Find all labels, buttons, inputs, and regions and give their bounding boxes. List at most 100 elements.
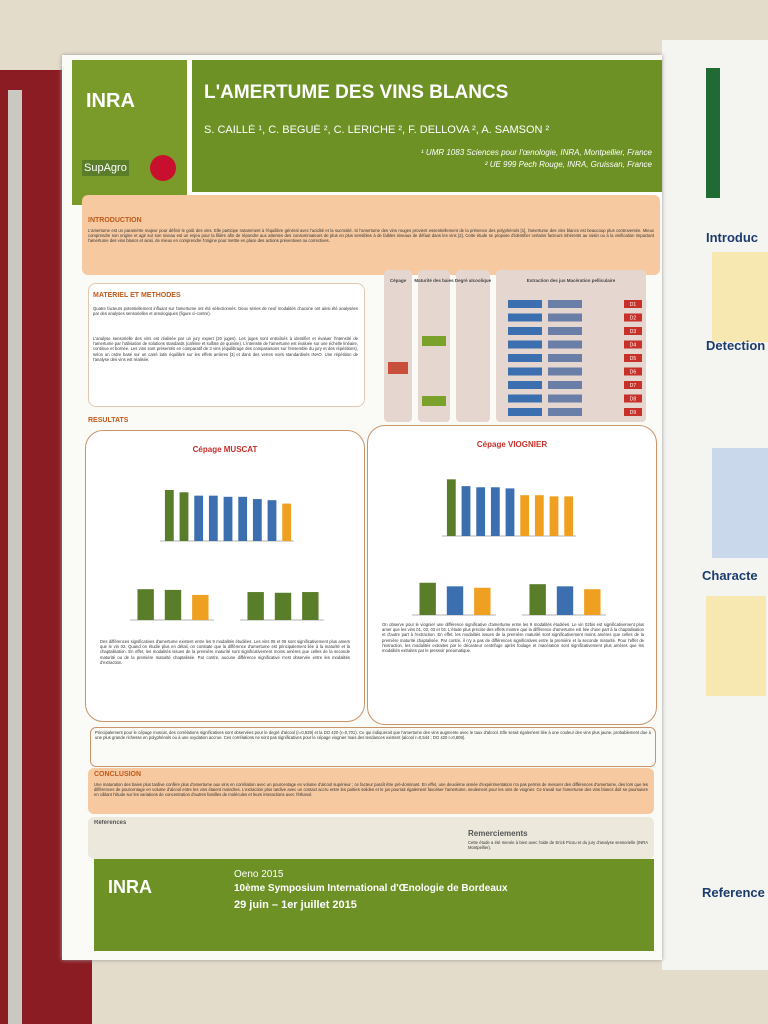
diagram-box bbox=[548, 327, 582, 335]
bar bbox=[534, 495, 544, 536]
diagram-box bbox=[548, 381, 582, 389]
section-heading: CONCLUSION bbox=[94, 771, 142, 778]
section-heading: INTRODUCTION bbox=[88, 217, 142, 224]
bar bbox=[446, 586, 464, 615]
diagram-output-label: D2 bbox=[630, 316, 637, 322]
diagram-column bbox=[456, 270, 490, 422]
bar bbox=[238, 496, 248, 541]
door-glass bbox=[8, 90, 22, 1024]
conclusion-box: CONCLUSION Une maturation des baies plus… bbox=[88, 768, 654, 814]
diagram-box bbox=[508, 313, 542, 322]
diagram-output bbox=[624, 313, 642, 322]
methods-text: L'analyse sensorielle des vins est réali… bbox=[93, 336, 358, 362]
methods-box: MATÉRIEL ET MÉTHODES Quatre facteurs pot… bbox=[88, 283, 365, 407]
diagram-output bbox=[624, 381, 642, 389]
diagram-node bbox=[422, 396, 446, 406]
bar-chart bbox=[412, 582, 496, 616]
diagram-box bbox=[548, 300, 582, 308]
bar bbox=[208, 495, 218, 541]
diagram-box bbox=[548, 408, 582, 416]
thanks-heading: Remerciements bbox=[468, 829, 528, 838]
logo-panel: INRA SupAgro bbox=[72, 60, 187, 205]
bar bbox=[520, 495, 530, 536]
section-heading: MATÉRIEL ET MÉTHODES bbox=[93, 292, 181, 299]
diagram-column bbox=[384, 270, 412, 422]
footer: INRA Oeno 2015 10ème Symposium Internati… bbox=[94, 859, 654, 951]
diagram: Cépage Maturité des baies Degré alcoolique… bbox=[384, 270, 652, 422]
side-heading: Detection bbox=[706, 338, 766, 353]
muscat-panel: Cépage MUSCAT Des différences significati… bbox=[85, 430, 365, 722]
references-heading: Références bbox=[94, 820, 127, 826]
diagram-output-label: D3 bbox=[630, 329, 637, 335]
logo: INRA bbox=[86, 90, 135, 112]
diagram-output bbox=[624, 354, 642, 362]
diagram-box bbox=[548, 313, 582, 322]
bar bbox=[282, 503, 292, 541]
side-heading: Characte bbox=[702, 568, 758, 583]
intro-box: INTRODUCTION L'amertume est un paramètre… bbox=[82, 195, 660, 275]
diagram-column-label: Degré alcoolique bbox=[455, 278, 492, 283]
diagram-box bbox=[508, 327, 542, 335]
diagram-box bbox=[508, 354, 542, 362]
section-heading: RÉSULTATS bbox=[88, 417, 129, 424]
bar bbox=[556, 586, 574, 615]
diagram-box bbox=[548, 394, 582, 403]
bar bbox=[194, 495, 204, 541]
affiliation: ¹ UMR 1083 Sciences pour l'œnologie, INR… bbox=[421, 148, 652, 157]
diagram-output bbox=[624, 327, 642, 335]
diagram-output bbox=[624, 300, 642, 308]
bar bbox=[223, 496, 233, 541]
bar-chart bbox=[522, 584, 606, 616]
bar bbox=[192, 594, 209, 620]
bar bbox=[179, 492, 189, 541]
bar-chart bbox=[130, 589, 214, 621]
side-box bbox=[712, 448, 768, 558]
authors: S. CAILLÉ ¹, C. BEGUÉ ², C. LERICHE ², F… bbox=[204, 124, 550, 136]
diagram-box bbox=[508, 394, 542, 403]
diagram-output bbox=[624, 367, 642, 376]
bar-chart bbox=[160, 490, 294, 542]
correlation-text: Principalement pour le cépage muscat, de… bbox=[90, 727, 656, 767]
bar bbox=[505, 488, 515, 536]
bar bbox=[164, 589, 182, 620]
diagram-svg: Cépage Maturité des baies Degré alcoolique… bbox=[384, 270, 646, 422]
poster: INRA SupAgro L'AMERTUME DES VINS BLANCS … bbox=[62, 55, 662, 960]
methods-text: Quatre facteurs potentiellement influant… bbox=[93, 306, 358, 317]
diagram-box bbox=[548, 340, 582, 349]
bar bbox=[274, 592, 292, 620]
diagram-output-label: D9 bbox=[630, 410, 637, 416]
side-box bbox=[712, 252, 768, 342]
dates: 29 juin – 1er juillet 2015 bbox=[234, 899, 357, 911]
conclusion-text: Une maturation des baies plus tardive co… bbox=[94, 782, 648, 798]
logo: SupAgro bbox=[82, 160, 129, 176]
side-box bbox=[706, 596, 766, 696]
bar bbox=[549, 496, 559, 536]
bar bbox=[419, 582, 436, 615]
footer-logo: INRA bbox=[108, 877, 152, 897]
thanks-text: Cette étude a été menée à bien avec l'ai… bbox=[468, 840, 648, 851]
bar bbox=[490, 487, 500, 536]
panel-title: Cépage MUSCAT bbox=[192, 445, 258, 454]
panel-title: Cépage VIOGNIER bbox=[476, 440, 548, 449]
side-heading: Introduc bbox=[706, 230, 758, 245]
diagram-box bbox=[548, 367, 582, 376]
bar bbox=[252, 499, 262, 541]
header: INRA SupAgro L'AMERTUME DES VINS BLANCS … bbox=[72, 60, 662, 205]
diagram-output bbox=[624, 340, 642, 349]
title: L'AMERTUME DES VINS BLANCS bbox=[204, 82, 509, 103]
diagram-output-label: D5 bbox=[630, 356, 637, 362]
panel-text: Des différences significatives d'amertum… bbox=[100, 639, 350, 665]
bar bbox=[137, 589, 154, 620]
diagram-box bbox=[508, 408, 542, 416]
diagram-box bbox=[508, 340, 542, 349]
diagram-output-label: D7 bbox=[630, 383, 637, 389]
affiliation: ² UE 999 Pech Rouge, INRA, Gruissan, Fra… bbox=[484, 160, 652, 169]
bar bbox=[529, 584, 546, 615]
bar bbox=[584, 589, 601, 615]
diagram-column-label: Cépage bbox=[390, 278, 407, 283]
diagram-output bbox=[624, 394, 642, 403]
bar bbox=[446, 479, 456, 536]
side-bar bbox=[706, 68, 720, 198]
bar bbox=[247, 592, 264, 620]
